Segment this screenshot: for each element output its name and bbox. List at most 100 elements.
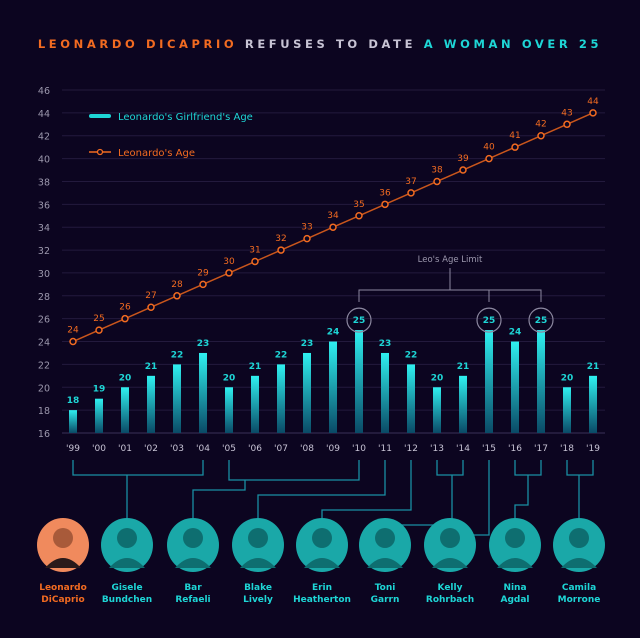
y-tick-label: 22 bbox=[38, 360, 50, 371]
leo-age-point bbox=[511, 143, 519, 151]
title-middle: REFUSES TO DATE bbox=[244, 37, 417, 51]
x-tick-label: '14 bbox=[456, 444, 470, 454]
bar-'08 bbox=[303, 352, 311, 433]
portrait-body bbox=[561, 558, 597, 568]
x-tick-label: '99 bbox=[66, 444, 80, 454]
bar-label: 22 bbox=[171, 350, 184, 360]
y-tick-label: 40 bbox=[38, 155, 50, 166]
bar-'18 bbox=[563, 387, 571, 433]
person-name-last: Agdal bbox=[500, 595, 529, 605]
portrait-head bbox=[505, 528, 525, 548]
connector-line bbox=[72, 460, 204, 520]
person-name-first: Camila bbox=[562, 583, 596, 593]
bar-'06 bbox=[251, 375, 259, 433]
y-tick-label: 34 bbox=[38, 223, 50, 234]
bar-'04 bbox=[199, 352, 207, 433]
y-tick-label: 42 bbox=[38, 132, 50, 143]
person-name-last: Rohrbach bbox=[426, 595, 474, 605]
x-tick-label: '02 bbox=[144, 444, 158, 454]
x-tick-label: '11 bbox=[378, 444, 392, 454]
connector-line bbox=[384, 460, 464, 526]
age-limit-bracket bbox=[358, 268, 542, 302]
portrait-head bbox=[312, 528, 332, 548]
legend-line-marker bbox=[96, 148, 104, 156]
bar-'00 bbox=[95, 398, 103, 433]
x-tick-label: '05 bbox=[222, 444, 236, 454]
person-name-last: Bundchen bbox=[102, 595, 152, 605]
bar-label: 23 bbox=[379, 339, 392, 349]
person-name-first: Kelly bbox=[438, 583, 463, 593]
bar-label: 20 bbox=[431, 373, 444, 383]
bar-label: 22 bbox=[405, 350, 418, 360]
portrait-body bbox=[497, 558, 533, 568]
title-name: LEONARDO DICAPRIO bbox=[37, 37, 238, 51]
leo-age-point bbox=[303, 234, 311, 243]
bar-label: 25 bbox=[483, 316, 496, 326]
x-tick-label: '12 bbox=[404, 444, 418, 454]
bar-label: 19 bbox=[93, 385, 106, 395]
age-limit-circle bbox=[346, 307, 372, 333]
leo-age-label: 26 bbox=[119, 303, 131, 313]
x-tick-label: '17 bbox=[534, 444, 548, 454]
leo-age-point bbox=[147, 303, 155, 311]
portrait-head bbox=[440, 528, 460, 548]
age-limit-circle bbox=[476, 307, 502, 333]
leo-age-label: 41 bbox=[509, 131, 520, 141]
person-name-last: Morrone bbox=[558, 595, 601, 605]
leo-age-label: 31 bbox=[249, 246, 260, 256]
portrait-head bbox=[569, 528, 589, 548]
portrait-body bbox=[45, 558, 81, 568]
bar-'01 bbox=[121, 387, 129, 433]
bar-'05 bbox=[225, 387, 233, 433]
bar-label: 21 bbox=[457, 362, 470, 372]
leo-age-point bbox=[173, 292, 181, 300]
portrait-head bbox=[375, 528, 395, 548]
leo-age-point bbox=[69, 337, 77, 346]
bar-'17 bbox=[537, 330, 545, 433]
bar-'03 bbox=[173, 364, 181, 433]
leo-age-label: 30 bbox=[223, 257, 235, 267]
leo-age-point bbox=[563, 120, 571, 129]
leo-age-point bbox=[433, 177, 441, 186]
y-tick-label: 18 bbox=[38, 406, 50, 417]
leo-age-label: 33 bbox=[301, 223, 312, 233]
bar-label: 24 bbox=[327, 328, 340, 338]
connector-line bbox=[192, 460, 360, 520]
portrait-body bbox=[432, 558, 468, 568]
y-tick-label: 46 bbox=[38, 86, 50, 97]
x-tick-label: '03 bbox=[170, 444, 184, 454]
leo-age-label: 35 bbox=[353, 200, 364, 210]
x-tick-label: '00 bbox=[92, 444, 106, 454]
x-tick-label: '01 bbox=[118, 444, 132, 454]
person-name-first: Leonardo bbox=[39, 583, 87, 593]
leo-age-label: 37 bbox=[405, 177, 416, 187]
portrait-body bbox=[175, 558, 211, 568]
bar-'19 bbox=[589, 375, 597, 433]
bar-label: 22 bbox=[275, 350, 288, 360]
bar-label: 18 bbox=[67, 396, 80, 406]
bar-label: 21 bbox=[587, 362, 600, 372]
age-limit-circle bbox=[528, 307, 554, 333]
y-tick-label: 30 bbox=[38, 269, 50, 280]
x-tick-label: '19 bbox=[586, 444, 600, 454]
x-tick-label: '15 bbox=[482, 444, 496, 454]
leo-age-label: 24 bbox=[67, 326, 79, 336]
y-tick-label: 38 bbox=[38, 177, 50, 188]
bar-'12 bbox=[407, 364, 415, 433]
bar-'07 bbox=[277, 364, 285, 433]
leo-age-point bbox=[225, 269, 233, 277]
leo-age-point bbox=[329, 223, 337, 231]
person-name-last: Heatherton bbox=[293, 595, 351, 605]
leo-age-label: 39 bbox=[457, 154, 469, 164]
bar-label: 21 bbox=[145, 362, 158, 372]
portrait-body bbox=[367, 558, 403, 568]
leo-age-label: 34 bbox=[327, 211, 339, 221]
x-tick-label: '04 bbox=[196, 444, 210, 454]
person-name-first: Bar bbox=[184, 583, 202, 593]
bar-'13 bbox=[433, 387, 441, 433]
leo-age-point bbox=[485, 154, 493, 163]
leo-age-label: 38 bbox=[431, 165, 443, 175]
legend-bar-swatch bbox=[89, 114, 111, 118]
person-name-last: Garrn bbox=[371, 595, 400, 605]
person-name-last: Lively bbox=[243, 595, 273, 605]
